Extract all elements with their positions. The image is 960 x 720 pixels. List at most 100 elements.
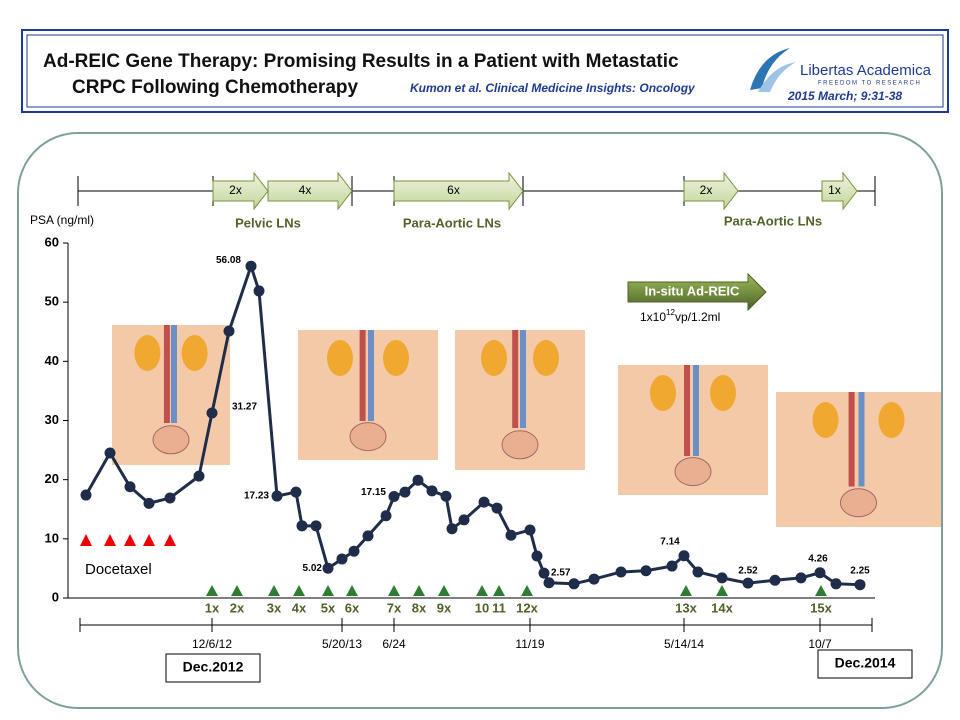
dose-base: 1x10 xyxy=(640,310,666,324)
course-label: 1x xyxy=(828,183,841,197)
docetaxel-dose xyxy=(104,534,116,546)
anatomy-illustration xyxy=(618,365,768,495)
psa-point xyxy=(446,523,458,535)
vena-cava xyxy=(171,325,177,423)
aorta xyxy=(684,365,690,456)
kidney xyxy=(481,340,507,376)
x-tick-label: 10/7 xyxy=(808,637,832,651)
psa-point xyxy=(524,524,536,536)
bladder xyxy=(152,425,190,455)
psa-point xyxy=(412,474,424,486)
y-tick-label: 30 xyxy=(45,412,59,427)
anatomy-illustration xyxy=(776,392,941,527)
course-arrow xyxy=(821,171,858,211)
psa-point xyxy=(253,285,265,297)
course-arrow xyxy=(267,171,353,211)
kidney xyxy=(383,340,409,376)
psa-point xyxy=(458,514,470,526)
injection-label: 2x xyxy=(230,600,245,615)
psa-point xyxy=(388,491,400,503)
value-label: 56.08 xyxy=(216,255,241,266)
psa-point xyxy=(588,573,600,585)
aorta xyxy=(512,330,519,428)
course-arrow xyxy=(683,171,739,211)
psa-point xyxy=(795,572,807,584)
x-tick-label: 5/14/14 xyxy=(664,637,704,651)
logo xyxy=(758,62,796,92)
injection-label: 13x xyxy=(675,600,697,615)
psa-point xyxy=(742,577,754,589)
psa-point xyxy=(143,497,155,509)
psa-point xyxy=(440,490,452,502)
psa-point xyxy=(491,502,503,514)
docetaxel-dose xyxy=(143,534,155,546)
psa-point xyxy=(830,578,842,590)
aorta xyxy=(163,325,170,423)
psa-point xyxy=(478,496,490,508)
psa-point xyxy=(426,485,438,497)
injection-label: 4x xyxy=(292,600,307,615)
injection-marker xyxy=(413,585,425,596)
injection-marker xyxy=(716,585,728,596)
course-arrow xyxy=(393,171,524,211)
psa-point xyxy=(854,579,866,591)
psa-point xyxy=(193,470,205,482)
course-label: 4x xyxy=(299,183,312,197)
psa-point xyxy=(380,510,392,522)
docetaxel-dose xyxy=(164,534,176,546)
x-tick-label: 6/24 xyxy=(382,637,406,651)
injection-marker xyxy=(206,585,218,596)
psa-point xyxy=(505,529,517,541)
citation: Kumon et al. Clinical Medicine Insights:… xyxy=(410,81,696,95)
bladder xyxy=(349,422,387,452)
injection-marker xyxy=(438,585,450,596)
psa-point xyxy=(769,574,781,586)
injection-marker xyxy=(388,585,400,596)
psa-point xyxy=(164,492,176,504)
injection-marker xyxy=(476,585,488,596)
header-frame xyxy=(21,29,949,113)
vena-cava xyxy=(520,330,526,428)
psa-point xyxy=(296,520,308,532)
psa-point xyxy=(666,560,678,572)
course-label: 6x xyxy=(447,183,460,197)
value-label: 31.27 xyxy=(232,402,257,413)
psa-point xyxy=(336,553,348,565)
injection-label: 6x xyxy=(345,600,360,615)
dose-unit: vp/1.2ml xyxy=(675,310,720,324)
injection-label: 1x xyxy=(205,600,220,615)
psa-point xyxy=(692,566,704,578)
injection-label: 8x xyxy=(412,600,427,615)
kidney xyxy=(878,402,905,438)
psa-point xyxy=(348,545,360,557)
psa-point xyxy=(310,520,322,532)
y-axis-title: PSA (ng/ml) xyxy=(30,213,94,227)
psa-point xyxy=(538,567,550,579)
period-end: Dec.2014 xyxy=(835,655,896,671)
psa-point xyxy=(678,550,690,562)
psa-point xyxy=(245,260,257,272)
kidney xyxy=(710,375,736,411)
injection-label: 14x xyxy=(711,600,733,615)
protocol-arrow xyxy=(627,272,767,312)
protocol-dose: 1x1012vp/1.2ml xyxy=(640,308,720,324)
docetaxel-dose xyxy=(124,534,136,546)
x-tick-label: 12/6/12 xyxy=(192,637,232,651)
title: Ad-REIC Gene Therapy: Promising Results … xyxy=(43,51,679,72)
bladder xyxy=(501,430,539,460)
kidney xyxy=(650,375,676,411)
region-label: Para-Aortic LNs xyxy=(403,215,501,230)
psa-point xyxy=(640,565,652,577)
x-tick-label: 5/20/13 xyxy=(322,637,362,651)
psa-point xyxy=(206,407,218,419)
psa-point xyxy=(223,325,235,337)
anatomy-illustration xyxy=(455,330,585,470)
injection-marker xyxy=(293,585,305,596)
vena-cava xyxy=(693,365,699,456)
injection-marker xyxy=(268,585,280,596)
course-label: 2x xyxy=(700,183,713,197)
kidney xyxy=(327,340,353,376)
psa-point xyxy=(399,486,411,498)
kidney xyxy=(181,335,208,371)
